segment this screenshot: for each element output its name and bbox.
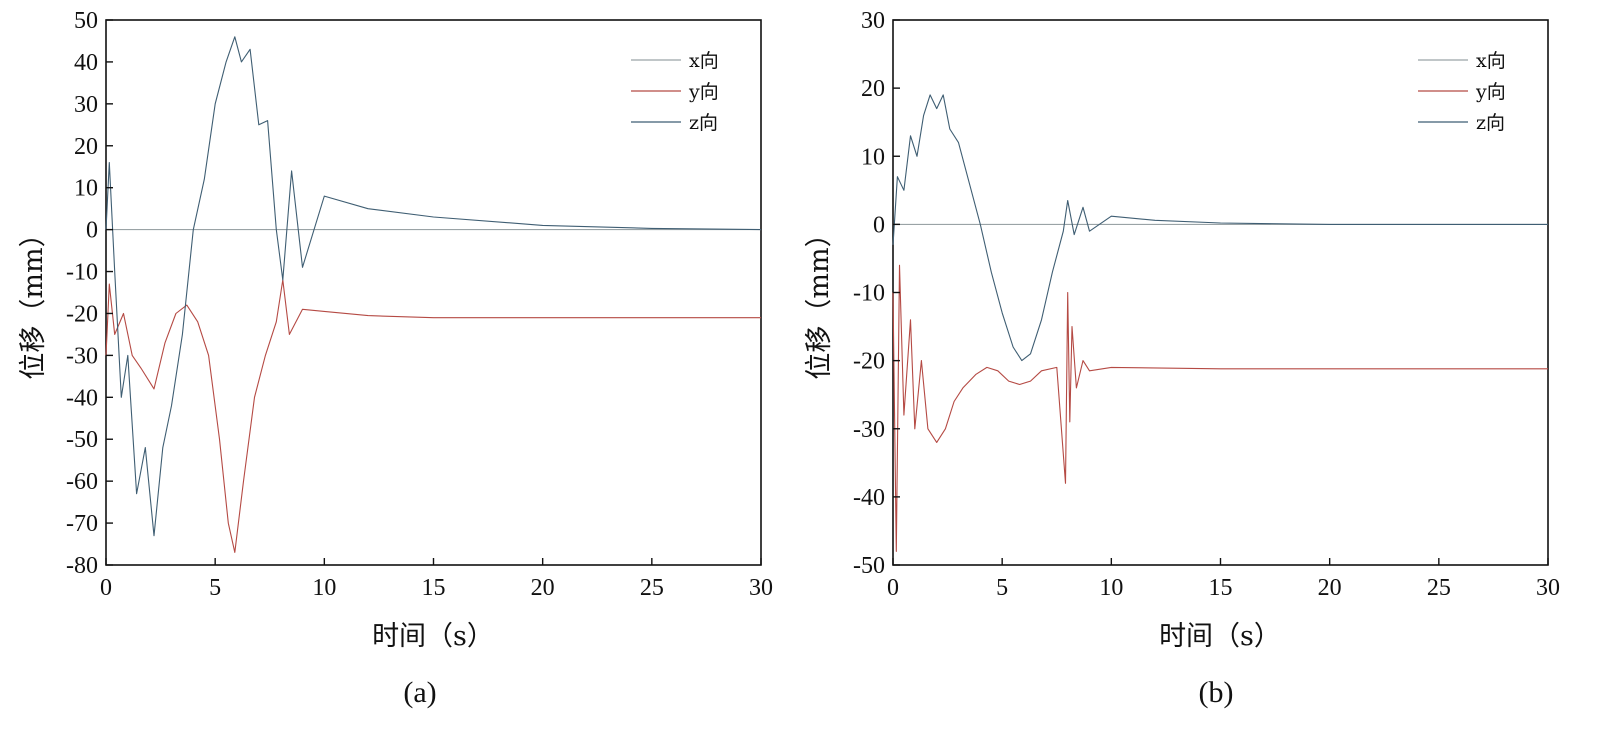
x-tick-label-a: 15 [422, 575, 446, 601]
x-tick-label-b: 10 [1099, 575, 1123, 601]
x-tick-label-b: 5 [996, 575, 1008, 601]
y-tick-label-b: -50 [853, 553, 885, 579]
x-tick-label-a: 30 [749, 575, 773, 601]
y-tick-label-a: 30 [74, 92, 98, 118]
y-tick-label-a: -60 [66, 469, 98, 495]
y-tick-label-a: -10 [66, 260, 98, 286]
y-tick-label-a: 0 [86, 218, 98, 244]
y-tick-label-a: -20 [66, 301, 98, 327]
chart-panel-a: 0 5 10 15 20 25 30 50 40 30 20 10 0 -10 -20 -30 -40 -50 -6… [18, 8, 773, 709]
legend-label-b-0: x向 [1476, 50, 1506, 72]
x-tick-label-a: 5 [209, 575, 221, 601]
y-tick-label-b: 10 [861, 144, 885, 170]
y-tick-label-b: -40 [853, 485, 885, 511]
y-tick-label-a: 50 [74, 8, 98, 34]
plot-frame-a [105, 19, 762, 566]
y-tick-label-a: -40 [66, 385, 98, 411]
x-axis-label-b: 时间（s） [1159, 621, 1281, 652]
x-tick-label-a: 20 [531, 575, 555, 601]
legend-label-a-2: z向 [689, 112, 718, 134]
y-tick-label-a: 10 [74, 176, 98, 202]
x-tick-label-b: 30 [1536, 575, 1560, 601]
series-layer-a [105, 36, 762, 553]
chart-panel-b: 0 5 10 15 20 25 30 30 20 10 0 -10 -20 -30 -40 -50 x向 y向 z… [804, 8, 1560, 709]
x-tick-label-a: 10 [312, 575, 336, 601]
series-line-b-1 [892, 264, 1548, 552]
y-tick-label-b: -20 [853, 349, 885, 375]
legend-a: x向 y向 z向 [631, 50, 719, 134]
series-line-b-2 [892, 94, 1548, 362]
x-tick-label-a: 25 [640, 575, 664, 601]
y-tick-label-b: 20 [861, 76, 885, 102]
y-tick-label-a: 40 [74, 50, 98, 76]
series-line-a-2 [105, 36, 762, 537]
legend-label-b-1: y向 [1475, 81, 1506, 103]
x-tick-label-a: 0 [100, 575, 112, 601]
y-axis-label-b: 位移（mm） [804, 220, 835, 379]
y-tick-label-a: -70 [66, 511, 98, 537]
y-tick-label-b: 30 [861, 8, 885, 34]
x-tick-label-b: 25 [1427, 575, 1451, 601]
x-axis-label-a: 时间（s） [372, 621, 494, 652]
series-line-a-1 [105, 279, 761, 553]
plot-frame-b [892, 19, 1549, 566]
y-tick-label-a: -30 [66, 343, 98, 369]
series-layer-b [892, 94, 1548, 552]
y-axis-label-a: 位移（mm） [18, 220, 49, 379]
y-tick-label-b: -30 [853, 417, 885, 443]
panel-label-a: (a) [403, 676, 436, 709]
legend-label-a-1: y向 [688, 81, 719, 103]
y-tick-label-b: 0 [873, 212, 885, 238]
x-tick-label-b: 20 [1318, 575, 1342, 601]
tick-layer-a: 0 5 10 15 20 25 30 50 40 30 20 10 0 -10 -20 -30 -40 -50 -6… [66, 8, 773, 601]
panel-label-b: (b) [1199, 676, 1234, 709]
x-tick-label-b: 15 [1209, 575, 1233, 601]
y-tick-label-b: -10 [853, 281, 885, 307]
tick-layer-b: 0 5 10 15 20 25 30 30 20 10 0 -10 -20 -30 -40 -50 [853, 8, 1560, 601]
y-tick-label-a: -50 [66, 427, 98, 453]
legend-b: x向 y向 z向 [1418, 50, 1506, 134]
legend-label-b-2: z向 [1476, 112, 1505, 134]
y-tick-label-a: 20 [74, 134, 98, 160]
legend-label-a-0: x向 [689, 50, 719, 72]
y-tick-label-a: -80 [66, 553, 98, 579]
x-tick-label-b: 0 [887, 575, 899, 601]
